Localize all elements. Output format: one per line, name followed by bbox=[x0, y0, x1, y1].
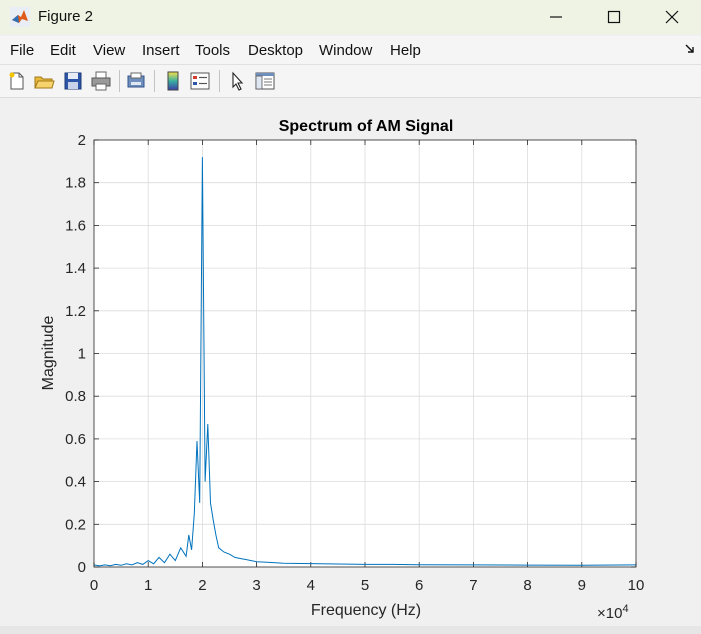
title-bar: Figure 2 bbox=[0, 0, 701, 34]
y-tick-label: 0.4 bbox=[65, 474, 86, 491]
print-icon[interactable] bbox=[90, 70, 112, 92]
y-tick-label: 1.4 bbox=[65, 260, 86, 277]
y-tick-label: 1 bbox=[78, 346, 86, 363]
close-button[interactable] bbox=[643, 0, 701, 34]
y-tick-label: 1.2 bbox=[65, 303, 86, 320]
y-tick-label: 2 bbox=[78, 132, 86, 149]
chart-title: Spectrum of AM Signal bbox=[279, 118, 454, 135]
figure-toolbar bbox=[0, 65, 701, 98]
x-tick-label: 8 bbox=[523, 577, 531, 594]
toolbar-separator bbox=[219, 70, 220, 92]
dock-arrow-icon[interactable] bbox=[685, 44, 695, 54]
x-axis-label: Frequency (Hz) bbox=[311, 602, 421, 619]
x-exponent-base: ×10 bbox=[597, 605, 622, 622]
spectrum-line bbox=[93, 157, 637, 567]
y-tick-labels: 0 0.2 0.4 0.6 0.8 1 1.2 1.4 1.6 1.8 2 bbox=[65, 132, 86, 576]
maximize-button[interactable] bbox=[585, 0, 643, 34]
menu-insert[interactable]: Insert bbox=[142, 42, 180, 59]
y-tick-label: 0.6 bbox=[65, 431, 86, 448]
menu-view[interactable]: View bbox=[93, 42, 126, 59]
menu-tools[interactable]: Tools bbox=[195, 42, 231, 59]
x-exponent-label: ×104 bbox=[597, 603, 629, 622]
y-tick-label: 0.8 bbox=[65, 388, 86, 405]
y-axis-label: Magnitude bbox=[40, 316, 57, 391]
x-tick-labels: 0 1 2 3 4 5 6 7 8 9 10 bbox=[90, 577, 645, 594]
menu-file[interactable]: File bbox=[10, 42, 35, 59]
spectrum-plot[interactable]: 0 1 2 3 4 5 6 7 8 9 10 0 0.2 0.4 0.6 0.8 1 1.2 1.4 1.6 1.8 2… bbox=[4, 98, 697, 624]
edit-plot-icon[interactable] bbox=[227, 70, 249, 92]
menu-desktop[interactable]: Desktop bbox=[248, 42, 304, 59]
y-tick-label: 1.6 bbox=[65, 217, 86, 234]
toolbar-separator bbox=[119, 70, 120, 92]
minimize-button[interactable] bbox=[527, 0, 585, 34]
legend-icon[interactable] bbox=[189, 70, 211, 92]
x-tick-label: 4 bbox=[307, 577, 315, 594]
x-tick-label: 2 bbox=[198, 577, 206, 594]
open-file-icon[interactable] bbox=[33, 70, 55, 92]
x-tick-label: 7 bbox=[469, 577, 477, 594]
x-tick-label: 5 bbox=[361, 577, 369, 594]
matlab-icon bbox=[10, 7, 30, 27]
menu-bar: File Edit View Insert Tools Desktop Wind… bbox=[0, 36, 701, 65]
x-exponent-power: 4 bbox=[622, 603, 628, 615]
y-tick-label: 0.2 bbox=[65, 516, 86, 533]
menu-help[interactable]: Help bbox=[390, 42, 421, 59]
new-figure-icon[interactable] bbox=[6, 70, 28, 92]
y-tick-label: 1.8 bbox=[65, 175, 86, 192]
maximize-icon bbox=[607, 10, 621, 24]
axes-box bbox=[93, 139, 637, 568]
menu-edit[interactable]: Edit bbox=[50, 42, 76, 59]
menu-window[interactable]: Window bbox=[319, 42, 373, 59]
window-bottom-edge bbox=[0, 626, 701, 634]
y-tick-label: 0 bbox=[78, 559, 86, 576]
x-tick-label: 10 bbox=[628, 577, 645, 594]
grid-lines bbox=[94, 140, 636, 567]
x-tick-label: 1 bbox=[144, 577, 152, 594]
x-tick-label: 9 bbox=[578, 577, 586, 594]
close-icon bbox=[665, 10, 679, 24]
x-tick-label: 0 bbox=[90, 577, 98, 594]
x-tick-label: 6 bbox=[415, 577, 423, 594]
colorbar-icon[interactable] bbox=[162, 70, 184, 92]
figure-canvas: 0 1 2 3 4 5 6 7 8 9 10 0 0.2 0.4 0.6 0.8 1 1.2 1.4 1.6 1.8 2… bbox=[4, 98, 697, 624]
link-plot-icon[interactable] bbox=[125, 70, 147, 92]
property-inspector-icon[interactable] bbox=[254, 70, 276, 92]
toolbar-separator bbox=[154, 70, 155, 92]
save-icon[interactable] bbox=[62, 70, 84, 92]
minimize-icon bbox=[550, 16, 562, 18]
window-title: Figure 2 bbox=[38, 8, 94, 25]
x-tick-label: 3 bbox=[252, 577, 260, 594]
